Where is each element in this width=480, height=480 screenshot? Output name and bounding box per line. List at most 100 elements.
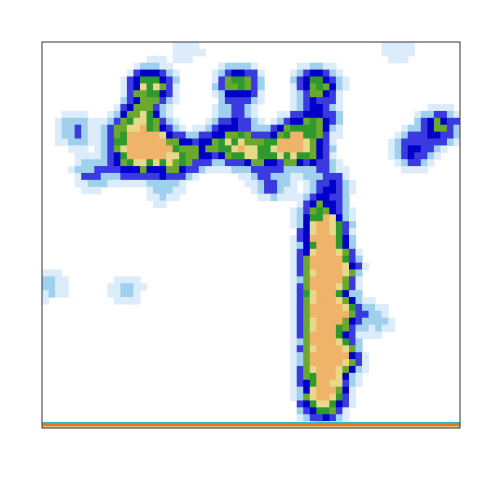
- heat-cell: [133, 90, 141, 98]
- heat-cell: [290, 269, 298, 277]
- heat-cell: [309, 407, 317, 415]
- heat-cell: [270, 172, 278, 181]
- heat-cell: [316, 255, 324, 264]
- heat-cell: [322, 138, 330, 146]
- heat-cell: [94, 172, 102, 181]
- heat-cell: [348, 214, 357, 222]
- heat-cell: [355, 324, 363, 333]
- heat-cell: [335, 131, 344, 140]
- heat-cell: [251, 138, 259, 146]
- heat-cell: [231, 69, 239, 78]
- heat-cell: [283, 159, 291, 167]
- heat-cell: [120, 297, 128, 305]
- heat-cell: [296, 283, 304, 291]
- heat-cell: [401, 152, 409, 160]
- heat-cell: [316, 303, 324, 312]
- heat-cell: [322, 276, 330, 284]
- heat-cell: [231, 152, 239, 160]
- heat-cell: [414, 138, 422, 146]
- heat-cell: [329, 104, 337, 112]
- heat-cell: [368, 310, 376, 319]
- heat-cell: [309, 124, 317, 133]
- heat-cell: [94, 152, 102, 160]
- heat-cell: [329, 276, 337, 284]
- heat-cell: [113, 290, 121, 298]
- heat-cell: [322, 179, 330, 188]
- heat-cell: [205, 145, 213, 153]
- heat-cell: [290, 90, 298, 98]
- heat-cell: [100, 124, 108, 133]
- heat-cell: [113, 276, 121, 284]
- heat-cell: [172, 97, 180, 105]
- baseline-band: [42, 422, 460, 428]
- heat-cell: [48, 290, 56, 298]
- heat-cell: [94, 131, 102, 140]
- heat-cell: [166, 62, 174, 71]
- heat-cell: [211, 124, 219, 133]
- heat-cell: [74, 138, 82, 146]
- heat-cell: [446, 124, 455, 133]
- heat-cell: [133, 283, 141, 291]
- heat-cell: [316, 207, 324, 215]
- heat-cell: [362, 303, 370, 312]
- heat-cell: [375, 303, 383, 312]
- heat-cell: [329, 248, 337, 257]
- heat-cell: [290, 152, 298, 160]
- heat-cell: [126, 283, 135, 291]
- heat-cell: [381, 317, 389, 326]
- heat-cell: [309, 235, 317, 243]
- heat-cell: [251, 145, 259, 153]
- heat-cell: [388, 55, 396, 64]
- heat-cell: [237, 97, 246, 105]
- heat-cell: [244, 172, 252, 181]
- heat-cell: [264, 131, 272, 140]
- heat-cell: [316, 83, 324, 91]
- heat-cell: [146, 90, 154, 98]
- heat-cell: [74, 124, 82, 133]
- heat-cell: [329, 200, 337, 209]
- heat-cell: [55, 283, 63, 291]
- heat-cell: [446, 104, 455, 112]
- heat-cell: [126, 110, 135, 119]
- heat-cell: [348, 345, 357, 353]
- heat-cell: [172, 69, 180, 78]
- heat-cell: [153, 69, 161, 78]
- heat-cell: [48, 269, 56, 277]
- heat-cell: [126, 152, 135, 160]
- heat-cell: [329, 69, 337, 78]
- heat-cell: [309, 62, 317, 71]
- heat-cell: [322, 172, 330, 181]
- heat-cell: [433, 131, 442, 140]
- heat-cell: [335, 248, 344, 257]
- heat-cell: [257, 159, 265, 167]
- heat-cell: [296, 145, 304, 153]
- heat-cell: [348, 331, 357, 339]
- heat-cell: [153, 166, 161, 174]
- heat-cell: [224, 104, 233, 112]
- heat-cell: [100, 172, 108, 181]
- heat-cell: [159, 179, 167, 188]
- heat-cell: [166, 104, 174, 112]
- heat-cell: [192, 152, 200, 160]
- heat-cell: [264, 145, 272, 153]
- heat-cell: [133, 276, 141, 284]
- heat-cell: [296, 393, 304, 402]
- heat-cell: [362, 365, 370, 374]
- heat-cell: [388, 324, 396, 333]
- heat-cell: [172, 159, 180, 167]
- heat-cell: [309, 290, 317, 298]
- heat-cell: [224, 138, 233, 146]
- heat-cell: [166, 179, 174, 188]
- heat-cell: [348, 317, 357, 326]
- heat-cell: [211, 138, 219, 146]
- heat-cell: [322, 372, 330, 381]
- heat-cell: [303, 407, 311, 415]
- heat-cell: [257, 186, 265, 195]
- heat-cell: [139, 152, 148, 160]
- heat-cell: [113, 131, 121, 140]
- heat-cell: [139, 76, 148, 84]
- heat-cell: [185, 42, 193, 50]
- heat-cell: [146, 193, 154, 202]
- heat-cell: [322, 400, 330, 408]
- heat-cell: [342, 166, 350, 174]
